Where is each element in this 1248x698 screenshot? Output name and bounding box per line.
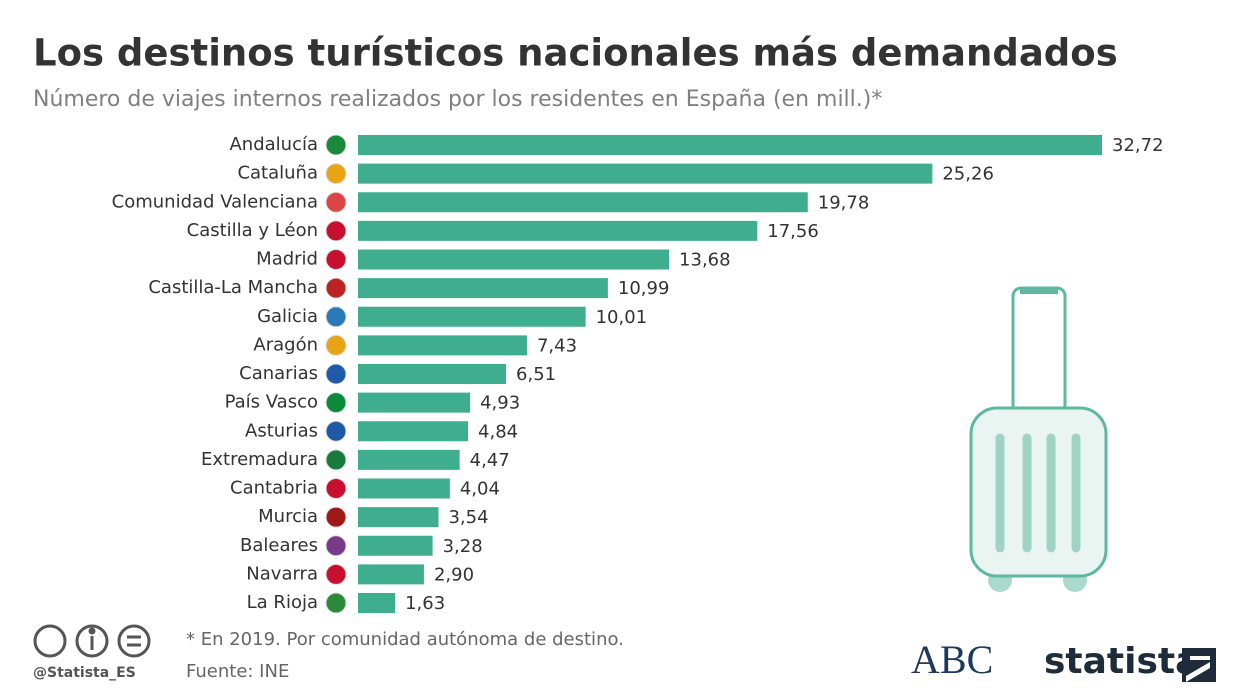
bar xyxy=(358,478,450,499)
bar xyxy=(358,306,586,327)
credit: @Statista_ES xyxy=(33,665,136,681)
value-label: 3,28 xyxy=(443,536,483,557)
region-flag xyxy=(325,478,347,499)
bar xyxy=(358,278,608,299)
bar xyxy=(358,163,933,184)
statista-icon-mark xyxy=(1186,656,1210,682)
y-tick-label: Galicia xyxy=(257,306,318,327)
y-tick-label: País Vasco xyxy=(225,392,318,413)
y-tick-label: Murcia xyxy=(258,506,318,527)
value-label: 10,01 xyxy=(596,307,648,328)
value-label: 6,51 xyxy=(516,364,556,385)
region-flag xyxy=(325,392,347,414)
bar xyxy=(358,421,469,442)
value-label: 4,93 xyxy=(480,393,520,414)
license-icons xyxy=(33,624,151,658)
y-tick-label: Cantabria xyxy=(230,478,318,499)
region-flag xyxy=(325,363,347,385)
y-tick-label: Extremadura xyxy=(201,449,318,470)
value-label: 25,26 xyxy=(942,164,994,185)
bar xyxy=(358,220,758,241)
bar xyxy=(358,507,439,528)
logo-abc: ABC xyxy=(911,637,993,682)
chart-subtitle: Número de viajes internos realizados por… xyxy=(33,87,882,112)
logo-statista: statista xyxy=(1044,641,1199,682)
y-tick-label: Castilla y Léon xyxy=(187,220,318,241)
bar xyxy=(358,135,1102,155)
y-tick-label: Castilla-La Mancha xyxy=(148,277,318,298)
value-label: 3,54 xyxy=(448,507,488,528)
value-label: 2,90 xyxy=(434,564,474,585)
region-flag xyxy=(325,191,347,213)
bar xyxy=(358,249,670,270)
value-label: 10,99 xyxy=(618,278,670,299)
bar xyxy=(358,392,471,413)
region-flag xyxy=(325,249,347,270)
value-label: 4,04 xyxy=(460,479,500,500)
region-flag xyxy=(325,592,347,614)
region-flag xyxy=(325,563,347,585)
value-label: 13,68 xyxy=(679,250,731,271)
value-label: 4,84 xyxy=(478,421,518,442)
region-flag xyxy=(325,420,347,442)
value-label: 17,56 xyxy=(767,221,819,242)
bar xyxy=(358,192,808,213)
value-label: 1,63 xyxy=(405,593,445,614)
value-label: 7,43 xyxy=(537,335,577,356)
value-label: 32,72 xyxy=(1112,135,1164,156)
bar xyxy=(358,364,507,384)
y-tick-label: Navarra xyxy=(246,563,318,584)
y-tick-label: Aragón xyxy=(253,334,318,355)
region-flag xyxy=(325,334,347,356)
bar xyxy=(358,335,527,356)
bar xyxy=(358,564,424,585)
bar xyxy=(358,535,433,556)
value-label: 4,47 xyxy=(470,450,510,471)
bar xyxy=(358,449,460,470)
value-label: 19,78 xyxy=(818,192,870,213)
source: Fuente: INE xyxy=(186,661,289,682)
region-flag xyxy=(325,506,347,528)
bar xyxy=(358,593,396,613)
region-flag xyxy=(325,277,347,299)
y-tick-label: Comunidad Valenciana xyxy=(112,191,318,212)
y-tick-label: Cataluña xyxy=(237,163,318,184)
region-flag xyxy=(325,163,347,185)
y-tick-label: Andalucía xyxy=(229,134,318,155)
y-tick-label: Canarias xyxy=(239,363,318,384)
region-flag xyxy=(325,134,347,156)
y-tick-label: Asturias xyxy=(245,420,318,441)
region-flag xyxy=(325,535,347,557)
chart-title: Los destinos turísticos nacionales más d… xyxy=(33,32,1118,75)
y-tick-label: Madrid xyxy=(256,249,318,270)
suitcase-icon xyxy=(969,286,1108,592)
region-flag xyxy=(325,220,347,242)
y-tick-label: Baleares xyxy=(240,535,318,556)
region-flag xyxy=(325,449,347,471)
footnote: * En 2019. Por comunidad autónoma de des… xyxy=(186,629,624,650)
region-flag xyxy=(325,306,347,328)
y-tick-label: La Rioja xyxy=(247,592,318,613)
